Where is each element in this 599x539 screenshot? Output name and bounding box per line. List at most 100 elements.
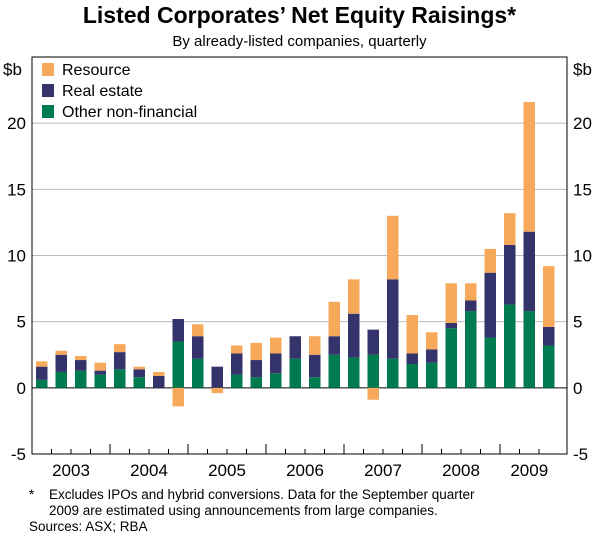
y-tick-label-left: 20: [7, 114, 26, 133]
y-tick-label-right: 0: [573, 379, 582, 398]
bar-other-non-financial-2007-q2: [367, 354, 379, 388]
chart-title: Listed Corporates’ Net Equity Raisings*: [82, 2, 517, 28]
bar-other-non-financial-2003-q4: [94, 374, 106, 388]
bar-real-estate-2009-q1: [504, 244, 516, 305]
bar-other-non-financial-2008-q2: [445, 328, 457, 388]
bars: [36, 101, 555, 407]
y-tick-label-right: -5: [573, 445, 588, 464]
bar-resource-2009-q3: [543, 266, 555, 327]
year-label: 2008: [442, 461, 480, 480]
unit-left: $b: [3, 60, 22, 79]
y-tick-label-left: 10: [7, 247, 26, 266]
legend-label-real-estate: Real estate: [62, 83, 143, 100]
bar-resource-2009-q2: [523, 101, 535, 232]
bar-real-estate-2005-q4: [250, 360, 262, 378]
chart-subtitle: By already-listed companies, quarterly: [172, 33, 427, 50]
year-label: 2009: [510, 461, 548, 480]
bar-other-non-financial-2004-q1: [114, 369, 126, 388]
bar-other-non-financial-2008-q4: [484, 337, 496, 388]
bar-real-estate-2003-q1: [36, 366, 48, 380]
footnote-marker: *: [29, 487, 35, 502]
axis-units: $b $b: [3, 60, 592, 79]
bar-real-estate-2007-q3: [387, 279, 399, 359]
bar-other-non-financial-2003-q2: [55, 371, 67, 388]
bar-real-estate-2005-q3: [231, 353, 243, 375]
year-label: 2004: [130, 461, 168, 480]
bar-resource-2003-q4: [94, 362, 106, 371]
bar-other-non-financial-2004-q2: [133, 377, 145, 388]
year-labels: 2003 2004 2005 2006 2007 2008 2009: [52, 461, 548, 480]
bar-other-non-financial-2009-q1: [504, 304, 516, 388]
bar-real-estate-2003-q2: [55, 354, 67, 372]
bar-resource-2007-q4: [406, 315, 418, 354]
bar-real-estate-2004-q3: [153, 375, 165, 388]
bar-other-non-financial-2003-q3: [75, 370, 87, 388]
bar-resource-2003-q2: [55, 350, 67, 355]
bar-resource-2008-q1: [426, 332, 438, 350]
bar-resource-2004-q2: [133, 366, 145, 370]
y-tick-label-right: 15: [573, 180, 592, 199]
bar-real-estate-2008-q2: [445, 322, 457, 329]
bar-resource-2005-q3: [231, 345, 243, 354]
y-tick-label-right: 20: [573, 114, 592, 133]
bar-real-estate-2009-q3: [543, 326, 555, 346]
bar-real-estate-2007-q1: [348, 313, 360, 358]
bar-real-estate-2004-q4: [172, 319, 184, 342]
bar-resource-2009-q1: [504, 213, 516, 245]
bar-real-estate-2004-q2: [133, 369, 145, 378]
year-label: 2006: [286, 461, 324, 480]
bar-resource-2003-q1: [36, 361, 48, 367]
bar-other-non-financial-2006-q2: [289, 358, 301, 388]
bar-other-non-financial-2005-q3: [231, 374, 243, 388]
bar-other-non-financial-2009-q3: [543, 345, 555, 388]
bar-real-estate-2003-q3: [75, 360, 87, 371]
bar-other-non-financial-2007-q1: [348, 357, 360, 388]
bar-real-estate-2008-q4: [484, 272, 496, 338]
footnote-line-1: Excludes IPOs and hybrid conversions. Da…: [49, 487, 475, 502]
bar-real-estate-2008-q3: [465, 300, 477, 312]
bar-resource-2006-q1: [270, 337, 282, 354]
bar-other-non-financial-2006-q1: [270, 373, 282, 388]
bar-real-estate-2005-q1: [192, 336, 204, 359]
y-tick-label-left: -5: [11, 445, 26, 464]
legend-swatch-real-estate: [42, 84, 54, 97]
bar-resource-2005-q2: [211, 387, 223, 394]
bar-real-estate-2006-q1: [270, 353, 282, 374]
x-ticks: [51, 444, 540, 454]
bar-resource-2008-q4: [484, 248, 496, 273]
bar-resource-2008-q2: [445, 283, 457, 323]
bar-other-non-financial-2003-q1: [36, 379, 48, 388]
bar-resource-2007-q3: [387, 215, 399, 280]
bar-resource-2007-q1: [348, 279, 360, 314]
bar-real-estate-2007-q2: [367, 329, 379, 355]
bar-other-non-financial-2005-q1: [192, 358, 204, 388]
bar-resource-2004-q1: [114, 344, 126, 353]
bar-real-estate-2004-q1: [114, 352, 126, 370]
y-tick-label-left: 0: [17, 379, 26, 398]
y-tick-label-right: 10: [573, 247, 592, 266]
bar-resource-2003-q3: [75, 356, 87, 361]
bar-resource-2006-q4: [328, 301, 340, 337]
bar-other-non-financial-2009-q2: [523, 311, 535, 388]
bar-resource-2006-q3: [309, 336, 321, 355]
bar-other-non-financial-2008-q1: [426, 362, 438, 388]
legend-label-other-non-financial: Other non-financial: [62, 104, 197, 121]
legend-label-resource: Resource: [62, 62, 131, 79]
bar-other-non-financial-2006-q4: [328, 354, 340, 388]
legend-swatch-resource: [42, 63, 54, 76]
year-label: 2007: [364, 461, 402, 480]
bar-other-non-financial-2007-q3: [387, 358, 399, 388]
footnote-line-2: 2009 are estimated using announcements f…: [49, 503, 438, 518]
bar-resource-2007-q2: [367, 387, 379, 400]
bar-resource-2004-q3: [153, 371, 165, 376]
plot-frame: [31, 56, 568, 455]
sources-note: Sources: ASX; RBA: [29, 519, 148, 534]
y-tick-labels: -5 -5 0 0 5 5 10 10 15 15 20 20: [7, 114, 592, 464]
bar-real-estate-2008-q1: [426, 349, 438, 363]
bar-other-non-financial-2005-q4: [250, 377, 262, 388]
bar-real-estate-2007-q4: [406, 353, 418, 365]
bar-real-estate-2003-q4: [94, 370, 106, 375]
bar-resource-2005-q4: [250, 342, 262, 361]
bar-real-estate-2006-q4: [328, 336, 340, 355]
